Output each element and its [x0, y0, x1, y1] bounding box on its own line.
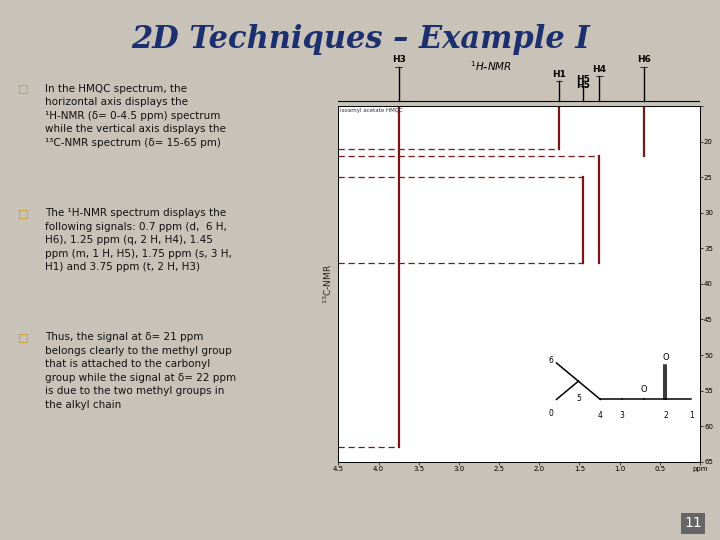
Text: H6: H6 — [636, 55, 651, 64]
Text: □: □ — [18, 208, 29, 218]
Text: The ¹H-NMR spectrum displays the
following signals: 0.7 ppm (d,  6 H,
H6), 1.25 : The ¹H-NMR spectrum displays the followi… — [45, 208, 233, 272]
Text: 2: 2 — [664, 411, 668, 420]
Y-axis label: $^{13}$C-NMR: $^{13}$C-NMR — [322, 264, 334, 304]
Text: In the HMQC spectrum, the
horizontal axis displays the
¹H-NMR (δ= 0-4.5 ppm) spe: In the HMQC spectrum, the horizontal axi… — [45, 84, 226, 148]
Text: O: O — [663, 353, 670, 362]
Text: 5: 5 — [576, 394, 581, 403]
Text: H1: H1 — [552, 70, 566, 79]
Text: O: O — [641, 384, 647, 394]
Text: $^1H$-$NMR$: $^1H$-$NMR$ — [470, 59, 512, 73]
Text: H4: H4 — [593, 65, 606, 74]
Text: 3: 3 — [620, 411, 625, 420]
Text: 0: 0 — [548, 409, 553, 417]
Text: □: □ — [18, 84, 29, 94]
Text: 6: 6 — [548, 356, 553, 365]
Text: H3: H3 — [392, 55, 405, 64]
Text: H5: H5 — [577, 75, 590, 84]
Text: □: □ — [18, 332, 29, 342]
Text: isoamyl acetate HMQC: isoamyl acetate HMQC — [340, 108, 402, 113]
Text: 11: 11 — [684, 516, 702, 530]
Text: 1: 1 — [689, 411, 694, 420]
Text: H5: H5 — [577, 81, 590, 90]
Text: 4: 4 — [598, 411, 603, 420]
Text: 2D Techniques – Example I: 2D Techniques – Example I — [131, 24, 589, 55]
Text: Thus, the signal at δ= 21 ppm
belongs clearly to the methyl group
that is attach: Thus, the signal at δ= 21 ppm belongs cl… — [45, 332, 236, 410]
